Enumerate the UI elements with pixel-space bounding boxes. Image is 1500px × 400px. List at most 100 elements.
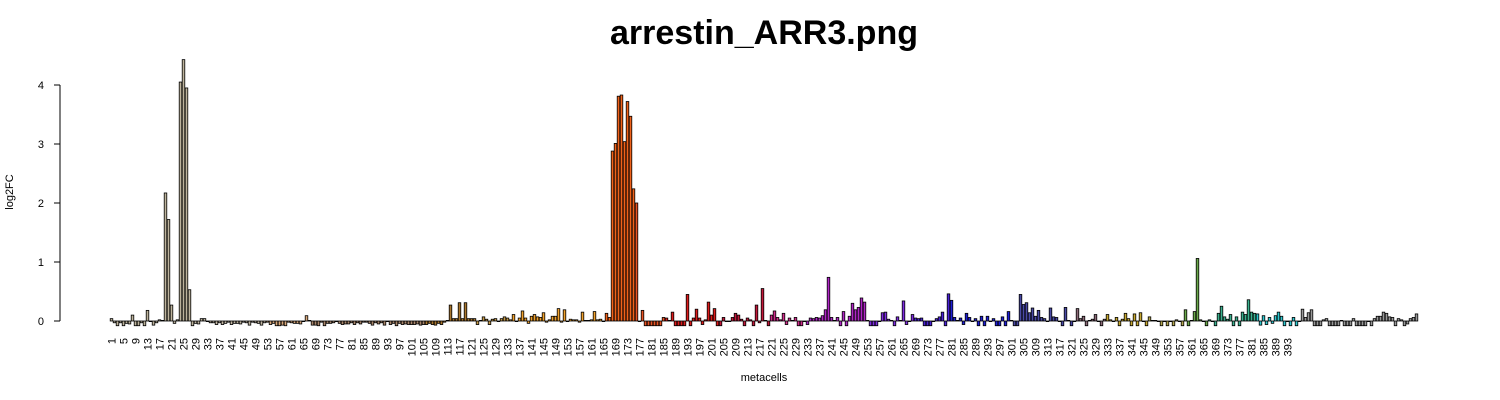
bar-metacell-99 [403, 320, 408, 325]
bar-metacell-233 [805, 320, 810, 325]
bar-metacell-288 [970, 320, 975, 323]
bar-metacell-355 [1171, 320, 1176, 327]
bar-metacell-432 [1402, 320, 1407, 327]
bar-metacell-420 [1366, 320, 1371, 323]
bar-metacell-70 [316, 320, 321, 327]
bar-metacell-139 [523, 317, 528, 322]
bar-metacell-322 [1072, 320, 1077, 323]
bar-metacell-5 [121, 320, 126, 327]
bar-metacell-34 [208, 320, 213, 324]
bar-metacell-62 [292, 320, 297, 324]
bar-metacell-50 [256, 320, 261, 324]
x-tick-label: 89 [371, 338, 383, 350]
bar-metacell-171 [619, 94, 624, 322]
bar-metacell-305 [1021, 304, 1026, 322]
bar-metacell-37 [217, 320, 222, 324]
bar-metacell-119 [463, 302, 468, 322]
bar-metacell-419 [1363, 320, 1368, 327]
bar-metacell-25 [181, 59, 186, 322]
bar-metacell-161 [589, 319, 594, 322]
bar-metacell-20 [166, 219, 171, 322]
bar-metacell-380 [1246, 299, 1251, 322]
bar-metacell-286 [964, 312, 969, 322]
bar-metacell-186 [664, 317, 669, 322]
x-tick-label: 109 [431, 338, 443, 356]
bar-metacell-27 [187, 289, 192, 322]
bar-metacell-294 [988, 320, 993, 323]
bar-metacell-209 [733, 312, 738, 322]
x-tick-label: 217 [755, 338, 767, 356]
bar-metacell-24 [178, 81, 183, 322]
bar-metacell-4 [118, 320, 123, 324]
x-tick-label: 25 [179, 338, 191, 350]
x-tick-label: 153 [563, 338, 575, 356]
x-tick-label: 385 [1259, 338, 1271, 356]
bar-metacell-143 [535, 316, 540, 322]
bar-metacell-115 [451, 318, 456, 322]
bar-metacell-335 [1111, 320, 1116, 323]
bar-metacell-299 [1003, 320, 1008, 327]
bar-metacell-35 [211, 320, 216, 324]
bar-metacell-43 [235, 320, 240, 324]
bar-metacell-93 [385, 320, 390, 323]
bar-metacell-221 [769, 314, 774, 322]
bar-metacell-267 [907, 320, 912, 323]
bar-metacell-173 [625, 101, 630, 322]
bar-metacell-205 [721, 317, 726, 322]
bar-metacell-253 [865, 320, 870, 322]
y-tick-label: 2 [38, 198, 44, 210]
x-tick-label: 221 [767, 338, 779, 356]
bar-metacell-227 [787, 317, 792, 322]
bar-metacell-78 [340, 320, 345, 325]
bar-metacell-156 [574, 319, 579, 322]
bar-metacell-389 [1273, 315, 1278, 322]
bar-metacell-32 [202, 318, 207, 322]
bar-metacell-117 [457, 302, 462, 322]
bars [109, 59, 1419, 327]
bar-metacell-406 [1324, 318, 1329, 322]
x-tick-label: 333 [1103, 338, 1115, 356]
bar-metacell-187 [667, 320, 672, 322]
bar-metacell-195 [691, 317, 696, 322]
bar-metacell-158 [580, 311, 585, 322]
bar-metacell-390 [1276, 311, 1281, 322]
bar-metacell-304 [1018, 294, 1023, 322]
y-tick-label: 3 [38, 139, 44, 151]
bar-metacell-226 [784, 320, 789, 325]
bar-metacell-149 [553, 315, 558, 322]
bar-metacell-298 [1000, 316, 1005, 322]
x-tick-label: 321 [1067, 338, 1079, 356]
bar-metacell-330 [1096, 320, 1101, 323]
bar-metacell-30 [196, 320, 201, 325]
x-tick-labels: 1 5 9 13 17 21 25 29 33 37 41 45 49 53 57 61 65 69 73 77 81 8… [107, 338, 1295, 356]
bar-metacell-15 [151, 320, 156, 326]
bar-metacell-218 [760, 288, 765, 322]
bar-metacell-263 [895, 316, 900, 322]
x-tick-label: 137 [515, 338, 527, 356]
bar-metacell-47 [247, 320, 252, 326]
bar-metacell-282 [952, 317, 957, 322]
x-tick-label: 309 [1031, 338, 1043, 356]
x-tick-label: 313 [1043, 338, 1055, 356]
bar-metacell-402 [1312, 320, 1317, 327]
x-tick-label: 305 [1019, 338, 1031, 356]
bar-metacell-342 [1132, 313, 1137, 322]
bar-metacell-293 [985, 315, 990, 322]
bar-metacell-96 [394, 320, 399, 327]
x-tick-label: 237 [815, 338, 827, 356]
x-tick-label: 37 [215, 338, 227, 350]
bar-metacell-375 [1231, 320, 1236, 327]
bar-metacell-384 [1258, 320, 1263, 326]
bar-metacell-124 [478, 320, 483, 322]
bar-metacell-308 [1030, 307, 1035, 322]
bar-metacell-162 [592, 311, 597, 322]
bar-metacell-53 [265, 320, 270, 323]
bar-metacell-370 [1216, 312, 1221, 322]
bar-metacell-98 [400, 320, 405, 325]
bar-metacell-278 [940, 311, 945, 322]
bar-metacell-259 [883, 311, 888, 322]
bar-metacell-141 [529, 315, 534, 322]
bar-metacell-336 [1114, 317, 1119, 322]
bar-metacell-130 [496, 320, 501, 323]
